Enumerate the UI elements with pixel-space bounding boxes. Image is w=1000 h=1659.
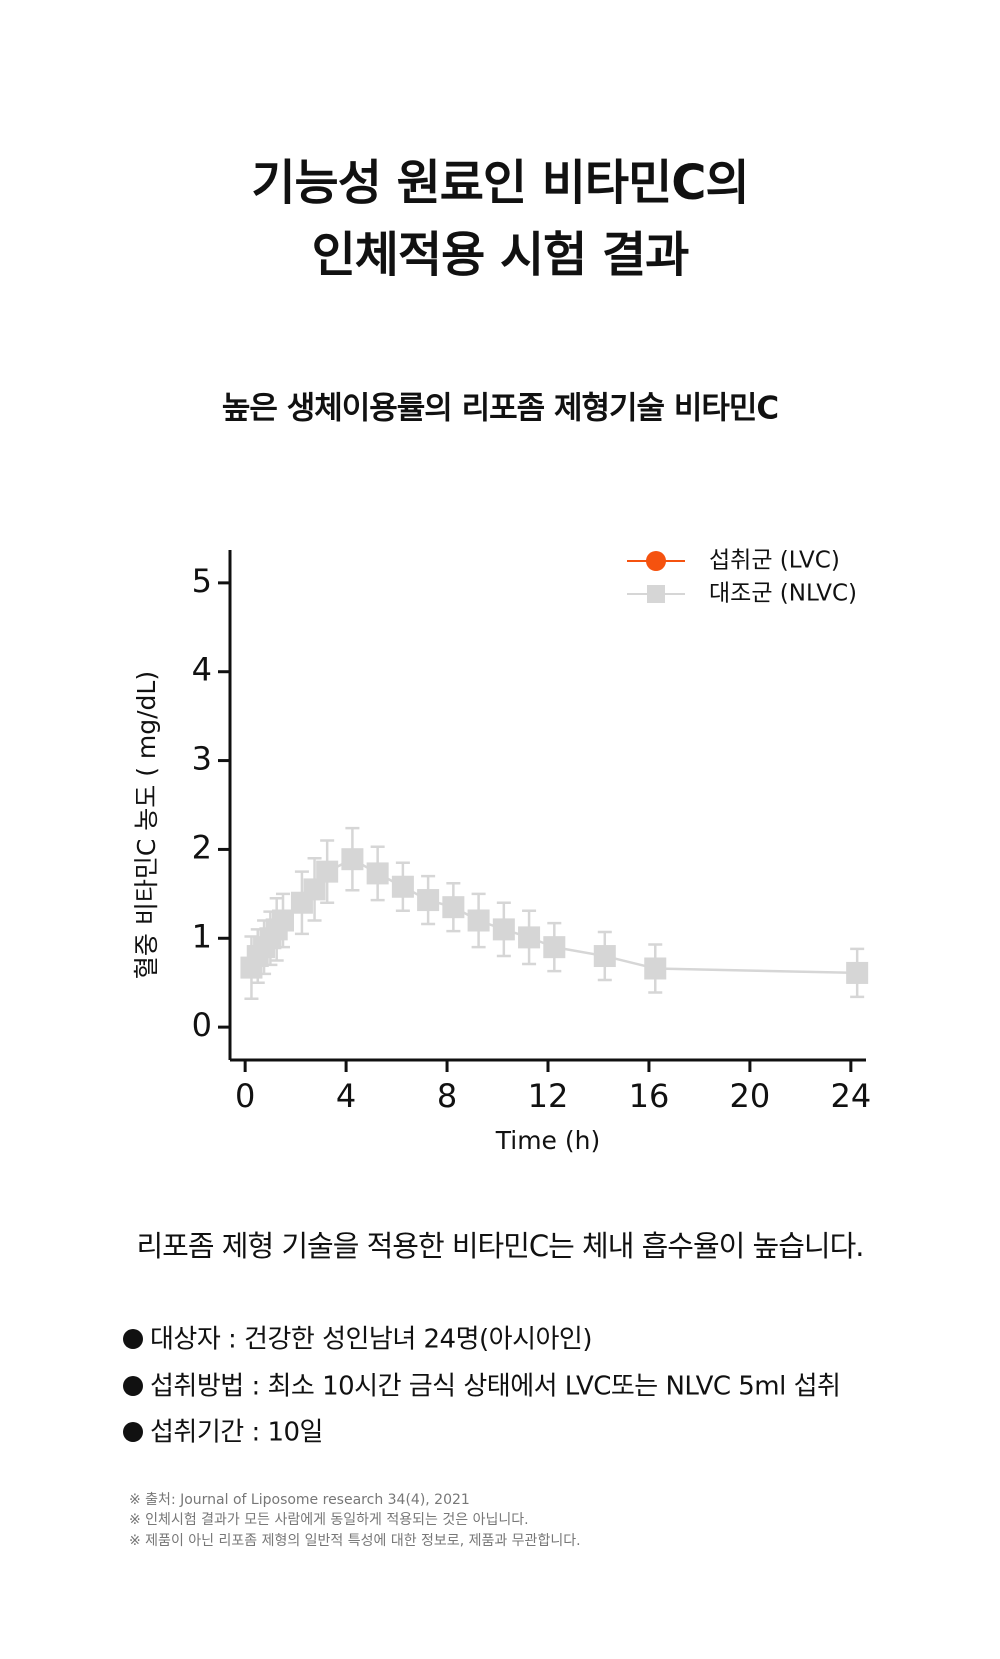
y-tick-label: 0	[192, 1006, 212, 1044]
bullet-dot	[123, 1422, 143, 1442]
y-tick-label: 5	[192, 562, 212, 600]
marker	[366, 862, 389, 885]
legend-label: 섭취군 (LVC)	[709, 548, 840, 574]
y-tick-label: 3	[192, 740, 212, 778]
legend-marker	[646, 551, 666, 571]
marker	[442, 896, 465, 919]
marker	[303, 878, 326, 901]
marker	[272, 909, 294, 932]
marker	[593, 945, 616, 968]
y-axis-label: 혈중 비타민C 농도 ( mg/dL)	[132, 671, 161, 979]
marker	[518, 926, 541, 949]
bullet-dot	[123, 1376, 143, 1396]
marker	[644, 957, 667, 980]
title: 인체적용 시험 결과	[312, 227, 690, 283]
marker	[492, 918, 515, 941]
note: ※ 인체시험 결과가 모든 사람에게 동일하게 적용되는 것은 아닙니다.	[129, 1512, 529, 1528]
x-tick-label: 20	[730, 1077, 771, 1115]
marker	[391, 875, 414, 898]
x-tick-label: 8	[437, 1077, 457, 1115]
marker	[467, 909, 490, 932]
bullet-dot	[123, 1329, 143, 1349]
x-tick-label: 12	[528, 1077, 569, 1115]
bullet: 섭취방법 : 최소 10시간 금식 상태에서 LVC또는 NLVC 5ml 섭취	[150, 1372, 840, 1402]
bullet: 대상자 : 건강한 성인남녀 24명(아시아인)	[150, 1325, 592, 1355]
marker	[543, 936, 566, 959]
x-axis-label: Time (h)	[495, 1126, 600, 1155]
note: ※ 출처: Journal of Liposome research 34(4)…	[129, 1492, 470, 1508]
x-tick-label: 0	[235, 1077, 255, 1115]
subtitle: 높은 생체이용률의 리포좀 제형기술 비타민C	[222, 391, 778, 427]
statement: 리포좀 제형 기술을 적용한 비타민C는 체내 흡수율이 높습니다.	[137, 1229, 864, 1263]
legend-label: 대조군 (NLVC)	[709, 581, 857, 607]
marker	[846, 961, 869, 984]
marker	[316, 860, 339, 883]
note: ※ 제품이 아닌 리포좀 제형의 일반적 특성에 대한 정보로, 제품과 무관합…	[129, 1533, 581, 1549]
legend-marker	[647, 585, 665, 603]
y-tick-label: 4	[192, 651, 212, 689]
x-tick-label: 4	[336, 1077, 356, 1115]
y-tick-label: 2	[192, 828, 212, 866]
marker	[341, 848, 364, 871]
title: 기능성 원료인 비타민C의	[251, 155, 748, 211]
bullet: 섭취기간 : 10일	[150, 1418, 323, 1448]
x-tick-label: 16	[629, 1077, 670, 1115]
marker	[417, 889, 440, 912]
y-tick-label: 1	[192, 917, 212, 955]
x-tick-label: 24	[830, 1077, 871, 1115]
